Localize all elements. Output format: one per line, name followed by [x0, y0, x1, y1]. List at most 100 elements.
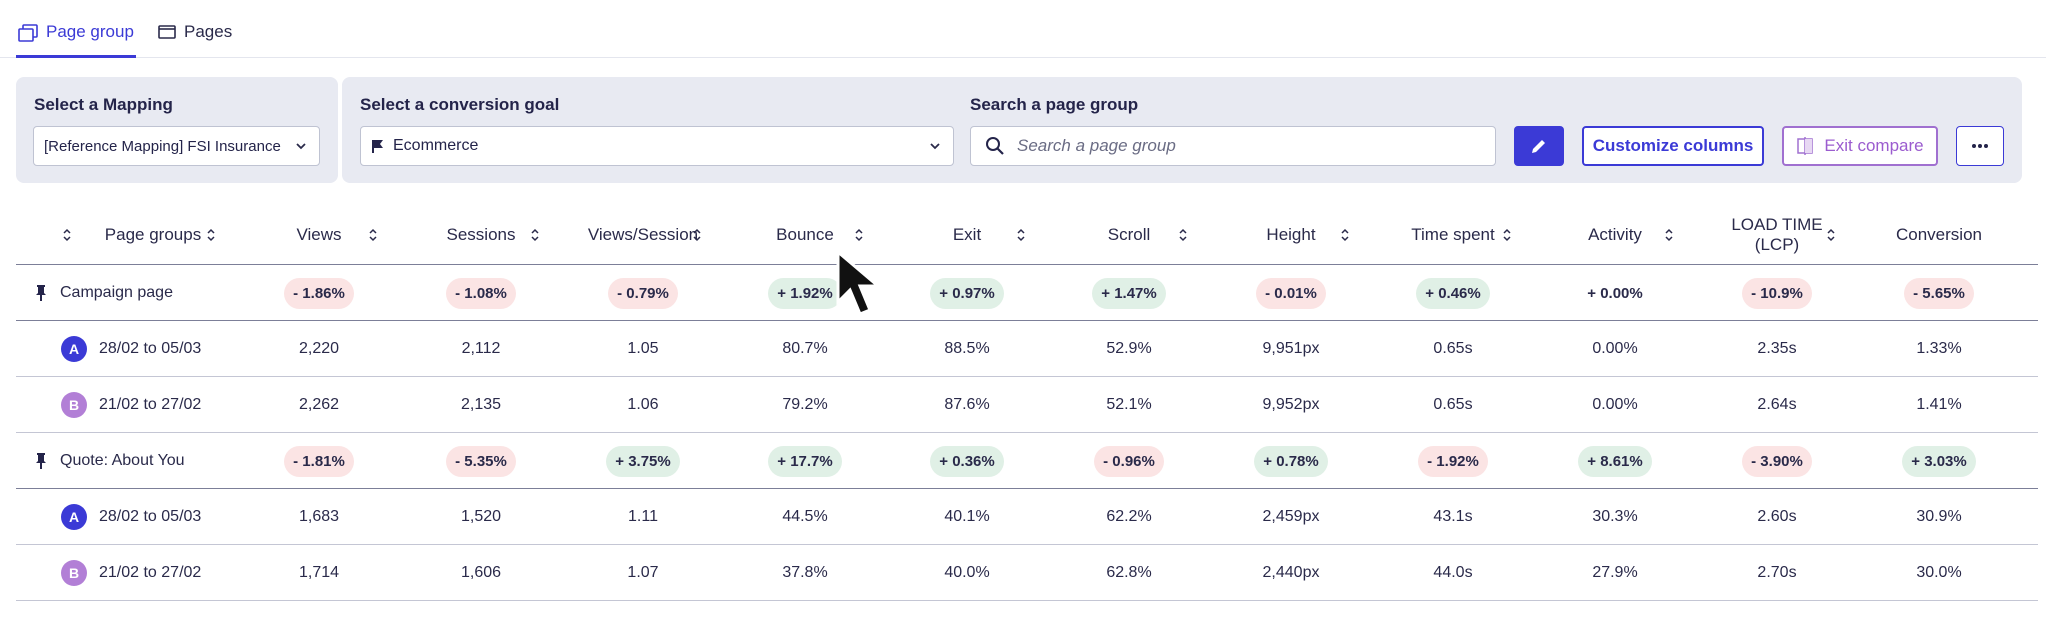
table-cell: 30.9%	[1874, 489, 2004, 545]
table-cell: 40.0%	[902, 545, 1032, 601]
table-cell: 0.00%	[1550, 321, 1680, 377]
search-placeholder: Search a page group	[1017, 136, 1176, 155]
column-header[interactable]: Bounce	[776, 225, 834, 244]
table-row-group[interactable]: Quote: About You - 1.81% - 5.35% + 3.75% + 1…	[16, 433, 2038, 489]
search-label: Search a page group	[970, 95, 1139, 114]
tab-page-group[interactable]: Page group	[16, 22, 136, 58]
sort-icon[interactable]	[1016, 227, 1026, 248]
table-row-period[interactable]: B 21/02 to 27/02 2,262 2,135 1.06 79.2% 87.6% 5…	[16, 377, 2038, 433]
exit-compare-label: Exit compare	[1824, 136, 1924, 155]
search-input[interactable]: Search a page group	[970, 126, 1496, 166]
table-cell: - 0.79%	[578, 265, 708, 321]
table-cell: 2,459px	[1226, 489, 1356, 545]
sort-icon[interactable]	[1340, 227, 1350, 248]
pages-icon	[158, 25, 176, 39]
table-cell: - 0.01%	[1226, 265, 1356, 321]
delta-badge: + 3.75%	[606, 445, 680, 477]
metric-value: 1,714	[298, 564, 340, 581]
table-cell: 9,951px	[1226, 321, 1356, 377]
metric-value: 87.6%	[944, 396, 990, 413]
column-header[interactable]: Activity	[1588, 225, 1642, 244]
column-header-page-groups[interactable]: Page groups	[104, 225, 202, 244]
table-header: Page groups Views Sessions Views/Session Bou…	[16, 205, 2038, 265]
column-header[interactable]: Exit	[952, 225, 982, 244]
table-cell: 2,112	[416, 321, 546, 377]
metric-value: 30.3%	[1592, 508, 1638, 525]
sort-icon[interactable]	[530, 227, 540, 248]
metric-value: 0.65s	[1433, 396, 1473, 413]
delta-badge: + 0.97%	[930, 277, 1004, 309]
search-icon	[986, 137, 1004, 155]
table-row-period[interactable]: A 28/02 to 05/03 1,683 1,520 1.11 44.5% 40.1% 6…	[16, 489, 2038, 545]
row-label: A 28/02 to 05/03	[61, 489, 201, 545]
delta-badge: - 1.08%	[446, 277, 516, 309]
column-header[interactable]: Scroll	[1107, 225, 1151, 244]
table-cell: 2.60s	[1712, 489, 1842, 545]
sort-icon[interactable]	[692, 227, 702, 248]
tab-pages[interactable]: Pages	[158, 22, 232, 58]
table-cell: 2.70s	[1712, 545, 1842, 601]
table-cell: + 1.92%	[740, 265, 870, 321]
metric-value: 2.35s	[1757, 340, 1797, 357]
column-header[interactable]: Views/Session	[587, 225, 699, 244]
table-cell: 1.33%	[1874, 321, 2004, 377]
more-icon	[1972, 144, 1988, 148]
metric-value: 2.70s	[1757, 564, 1797, 581]
table-row-period[interactable]: B 21/02 to 27/02 1,714 1,606 1.07 37.8% 40.0% 6…	[16, 545, 2038, 601]
table-cell: + 3.75%	[578, 433, 708, 489]
sort-icon[interactable]	[206, 227, 216, 248]
sort-icon[interactable]	[368, 227, 378, 248]
table-cell: - 3.90%	[1712, 433, 1842, 489]
table-cell: + 0.00%	[1550, 265, 1680, 321]
sort-icon[interactable]	[1826, 227, 1836, 248]
metric-value: 30.9%	[1916, 508, 1962, 525]
pin-icon[interactable]	[34, 452, 48, 470]
sort-icon[interactable]	[1664, 227, 1674, 248]
column-header[interactable]: Views	[296, 225, 342, 244]
row-label: B 21/02 to 27/02	[61, 545, 201, 601]
column-header[interactable]: Time spent	[1411, 225, 1495, 244]
metric-value: 40.1%	[944, 508, 990, 525]
table-cell: - 1.08%	[416, 265, 546, 321]
table-row-period[interactable]: A 28/02 to 05/03 2,220 2,112 1.05 80.7% 88.5% 5…	[16, 321, 2038, 377]
metric-value: 2,440px	[1262, 564, 1320, 581]
mouse-cursor-icon	[836, 248, 883, 316]
pin-icon[interactable]	[34, 284, 48, 302]
column-header[interactable]: Conversion	[1896, 225, 1982, 244]
exit-compare-button[interactable]: Exit compare	[1782, 126, 1938, 166]
column-header[interactable]: Height	[1266, 225, 1316, 244]
table-cell: 52.9%	[1064, 321, 1194, 377]
page-group-icon	[18, 24, 38, 42]
goal-select[interactable]: Ecommerce	[360, 126, 954, 166]
metric-value: 2.64s	[1757, 396, 1797, 413]
period-badge-b: B	[61, 560, 87, 586]
more-options-button[interactable]	[1956, 126, 2004, 166]
sort-icon[interactable]	[1502, 227, 1512, 248]
table-row-group[interactable]: Campaign page - 1.86% - 1.08% - 0.79% + 1.92…	[16, 265, 2038, 321]
mapping-select[interactable]: [Reference Mapping] FSI Insurance	[33, 126, 320, 166]
column-header[interactable]: LOAD TIME (LCP)	[1731, 215, 1823, 254]
table-cell: 37.8%	[740, 545, 870, 601]
column-header[interactable]: Sessions	[446, 225, 516, 244]
table-cell: 0.65s	[1388, 321, 1518, 377]
customize-columns-button[interactable]: Customize columns	[1582, 126, 1764, 166]
table-cell: 43.1s	[1388, 489, 1518, 545]
metric-value: 43.1s	[1433, 508, 1473, 525]
delta-badge: - 1.92%	[1418, 445, 1488, 477]
sort-icon[interactable]	[62, 227, 72, 248]
edit-button[interactable]	[1514, 126, 1564, 166]
sort-icon[interactable]	[1178, 227, 1188, 248]
metric-value: 1.41%	[1916, 396, 1962, 413]
sort-icon[interactable]	[854, 227, 864, 248]
table-cell: 1.41%	[1874, 377, 2004, 433]
delta-badge: - 5.65%	[1904, 277, 1974, 309]
table-cell: 80.7%	[740, 321, 870, 377]
metric-value: 1.11	[628, 508, 658, 525]
metric-value: 1.05	[627, 340, 659, 357]
table-cell: + 17.7%	[740, 433, 870, 489]
table-cell: 2,220	[254, 321, 384, 377]
table-cell: + 0.78%	[1226, 433, 1356, 489]
metric-value: 9,952px	[1262, 396, 1320, 413]
metric-value: 0.00%	[1592, 396, 1638, 413]
table-cell: 88.5%	[902, 321, 1032, 377]
